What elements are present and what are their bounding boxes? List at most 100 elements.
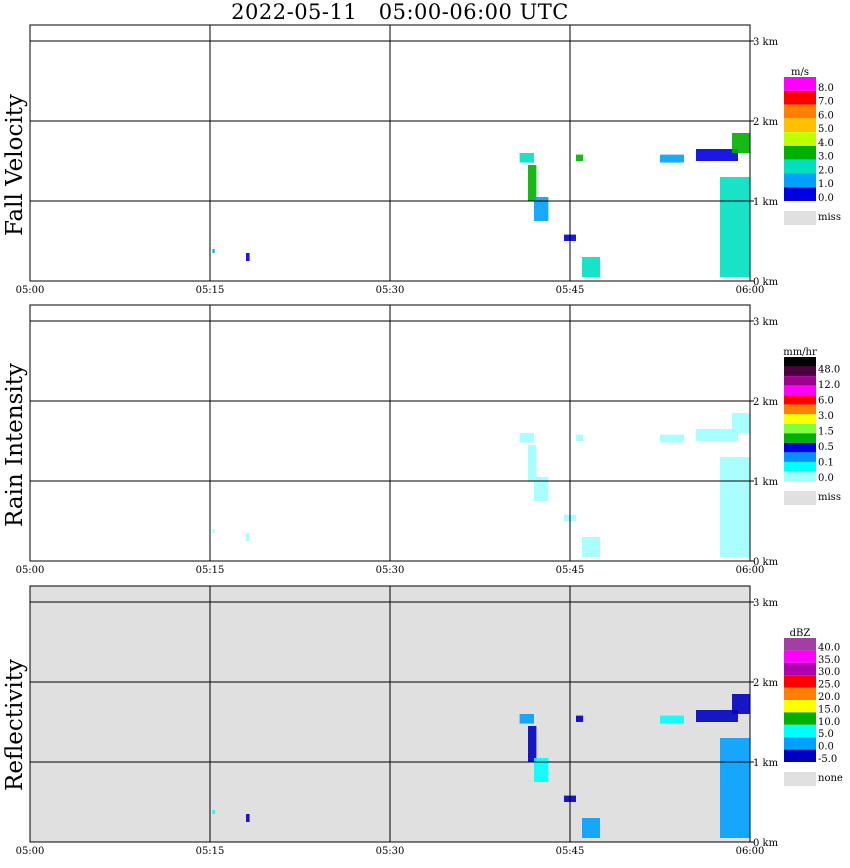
x-tick-label: 05:45 [556, 285, 585, 296]
legend-label: 20.0 [818, 692, 840, 703]
echo-patch [732, 694, 750, 714]
y-tick-label: 2 km [753, 117, 779, 128]
legend-swatch [784, 132, 816, 146]
legend-swatch [784, 675, 816, 688]
legend-label: 5.0 [818, 124, 834, 135]
legend-label: 12.0 [818, 380, 840, 391]
legend-swatch [784, 452, 816, 462]
x-tick-label: 05:15 [196, 565, 225, 576]
echo-patch [246, 814, 250, 822]
echo-patch [246, 533, 250, 541]
legend-label: 7.0 [818, 97, 834, 108]
legend-swatch [784, 724, 816, 738]
echo-patch [212, 249, 215, 253]
legend-label: 0.1 [818, 458, 834, 469]
echo-patch [660, 154, 684, 163]
legend-swatch [784, 104, 816, 119]
legend-swatch [784, 442, 816, 453]
echo-patch [246, 253, 250, 261]
legend-label: 4.0 [818, 138, 834, 149]
echo-patch [576, 154, 584, 161]
legend-swatch [784, 650, 816, 663]
echo-patch [519, 433, 534, 443]
legend-swatch [784, 159, 816, 174]
echo-patch [720, 738, 750, 838]
echo-patch [696, 429, 738, 441]
echo-patch [720, 457, 750, 557]
legend-swatch [784, 662, 816, 676]
legend-label: 10.0 [818, 717, 840, 728]
legend-label: 5.0 [818, 729, 834, 740]
y-tick-label: 2 km [753, 678, 779, 689]
x-tick-label: 05:00 [16, 565, 45, 576]
x-tick-label: 05:00 [16, 846, 45, 857]
y-tick-label: 3 km [753, 317, 779, 328]
legend-unit: m/s [791, 67, 809, 78]
echo-patch [696, 149, 738, 161]
legend-unit: mm/hr [783, 347, 817, 358]
legend-swatch [784, 638, 816, 651]
legend-swatch [784, 687, 816, 700]
legend-label: 0.5 [818, 442, 834, 453]
echo-patch [519, 153, 534, 163]
legend-label: 1.5 [818, 427, 834, 438]
echo-patch [576, 715, 584, 722]
y-tick-label: 1 km [753, 758, 779, 769]
legend-label: 40.0 [818, 642, 840, 653]
x-tick-label: 06:00 [736, 846, 765, 857]
legend-swatch [784, 700, 816, 713]
legend-swatch [784, 414, 816, 424]
legend: dBZ 40.0 35.030.0 25.020.015.0 10.05.0 0.0-5.… [784, 628, 843, 786]
echo-patch [528, 165, 537, 201]
legend-swatch [784, 366, 816, 377]
echo-patch [212, 529, 215, 533]
legend-missing-label: none [818, 773, 843, 784]
panel-fall-velocity: 0 km 1 km 2 km 3 km 05:00 05:15 05:30 05:45 06:0… [16, 24, 841, 296]
legend-missing-swatch [784, 772, 816, 786]
chart-title: 2022-05-11 05:00-06:00 UTC [231, 0, 569, 24]
legend-label: 35.0 [818, 655, 840, 666]
panel-reflectivity: 0 km 1 km 2 km 3 km 05:00 05:15 05:30 05:45 06:0… [16, 585, 843, 857]
legend-label: 1.0 [818, 179, 834, 190]
legend-label: 8.0 [818, 83, 834, 94]
legend-swatch [784, 90, 816, 105]
legend-label: 3.0 [818, 411, 834, 422]
x-tick-label: 05:15 [196, 285, 225, 296]
y-tick-label: 0 km [753, 838, 779, 849]
echo-patch [534, 758, 549, 782]
x-tick-label: 05:45 [556, 846, 585, 857]
legend-label: 15.0 [818, 704, 840, 715]
x-tick-label: 05:00 [16, 285, 45, 296]
echo-patch [660, 434, 684, 443]
echo-patch [528, 445, 537, 481]
legend-label: 0.0 [818, 473, 834, 484]
x-tick-label: 05:30 [376, 846, 405, 857]
legend-label: 6.0 [818, 110, 834, 121]
echo-patch [696, 710, 738, 722]
x-tick-label: 05:30 [376, 285, 405, 296]
legend-label: -5.0 [818, 754, 837, 765]
legend-missing-label: miss [818, 212, 841, 223]
legend-swatch [784, 461, 816, 472]
echo-patch [582, 537, 600, 557]
echo-patch [582, 818, 600, 838]
legend-swatch [784, 395, 816, 405]
legend-missing-swatch [784, 491, 816, 505]
echo-patch [720, 177, 750, 277]
echo-patch [732, 133, 750, 153]
echo-patch [519, 714, 534, 724]
legend-swatch [784, 423, 816, 434]
legend-label: 30.0 [818, 667, 840, 678]
legend-unit: dBZ [790, 628, 811, 639]
legend-swatch [784, 376, 816, 386]
y-tick-label: 2 km [753, 397, 779, 408]
legend-swatch [784, 471, 816, 481]
legend-swatch [784, 357, 816, 367]
legend-label: 25.0 [818, 680, 840, 691]
y-tick-label: 0 km [753, 277, 779, 288]
x-tick-label: 06:00 [736, 285, 765, 296]
echo-patch [660, 715, 684, 724]
echo-patch [582, 257, 600, 277]
